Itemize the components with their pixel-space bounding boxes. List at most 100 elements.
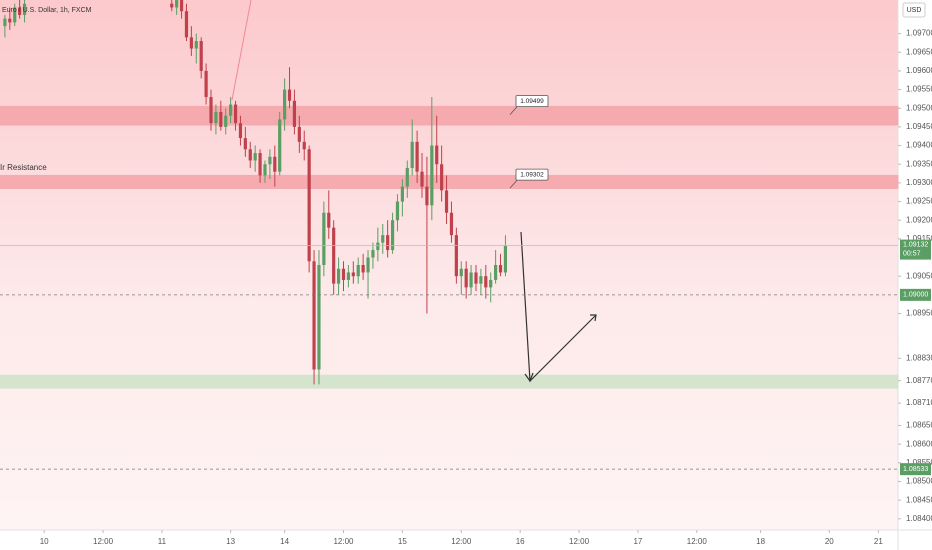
candle-body [194,41,198,49]
candle-body [8,18,12,23]
price-line-label: 1.09000 [903,292,928,299]
candle-body [287,89,292,101]
x-tick-label: 10 [40,537,49,546]
candle-body [258,153,262,176]
candle-body [371,250,375,258]
candle-body [356,265,360,277]
x-tick-label: 20 [825,537,834,546]
candle-body [459,268,463,277]
x-tick-label: 12:00 [451,537,472,546]
candle-body [390,220,395,251]
candle-body [238,123,243,139]
plot [0,0,899,389]
candle-body [444,190,449,213]
candle-body [474,272,478,284]
arrow-heads [524,314,597,383]
candle-body [336,268,341,284]
candle-body [233,104,238,124]
candle-body [219,111,223,127]
candle-body [464,268,468,288]
callout-box [515,168,549,181]
candle-body [175,0,179,8]
callout-box [515,95,549,108]
candle-body [209,97,213,124]
y-tick-label: 1.09350 [906,159,932,168]
x-tick-label: 14 [280,537,289,546]
candle-body [435,145,439,165]
candle-body [268,156,272,165]
candle-body [346,272,351,280]
candle-body [3,18,7,27]
candle-body [381,235,385,243]
candle-body [22,3,27,15]
candle-body [292,100,297,127]
candle-body [341,268,346,280]
y-tick-label: 1.09700 [906,29,932,38]
candle-body [199,41,203,71]
candle-body [317,265,321,370]
candle-body [351,272,355,277]
candle-body [410,141,414,168]
y-tick-label: 1.08500 [906,477,932,486]
candle-body [307,149,311,262]
candle-body [405,167,409,187]
time-axis [0,530,898,550]
candle-body [224,115,228,127]
candle-body [283,89,287,120]
y-tick-label: 1.09150 [906,234,932,243]
x-tick-label: 12:00 [569,537,590,546]
price-axis [898,0,932,550]
candle-body [263,164,267,176]
y-tick-label: 1.08550 [906,458,932,467]
candle-body [440,164,444,191]
candle-body [189,37,193,49]
candle-body [361,265,365,273]
y-tick-label: 1.08830 [906,353,932,362]
plot-background [0,0,898,530]
trend-line [231,0,252,101]
candle-body [297,126,301,142]
y-tick-label: 1.09400 [906,141,932,150]
callout-label: 1.09499 [520,98,544,105]
candle-body [395,201,400,221]
x-tick-label: 16 [516,537,525,546]
candle-body [229,104,233,116]
candle-body [302,141,306,150]
price-line-label: 1.08533 [903,466,928,473]
candle-body [18,7,22,15]
annotation: Ir Resistance [0,163,47,172]
candle-body [273,156,277,172]
y-tick-label: 1.09250 [906,197,932,206]
x-tick-label: 15 [398,537,407,546]
y-tick-label: 1.08770 [906,376,932,385]
candle-body [322,212,326,265]
x-tick-label: 13 [226,537,235,546]
y-tick-label: 1.08950 [906,309,932,318]
candle-body [494,265,498,280]
y-tick-label: 1.09550 [906,85,932,94]
x-tick-label: 12:00 [333,537,354,546]
candle-body [454,235,458,277]
candle-body [420,171,424,187]
y-tick-label: 1.09300 [906,178,932,187]
candle-body [179,0,184,12]
candle-body [498,265,503,273]
candle-body [248,149,252,161]
candle-body [489,279,493,288]
x-tick-label: 11 [158,537,167,546]
candle-body [278,119,282,172]
candle-body [366,257,370,273]
candle-body [430,145,434,206]
zone [0,105,899,126]
y-tick-label: 1.09500 [906,103,932,112]
candle-body [400,186,404,202]
price-line-tag [900,288,931,301]
y-tick-label: 1.09200 [906,215,932,224]
x-tick-label: 17 [633,537,642,546]
candle-body [13,7,17,23]
currency-box[interactable] [902,2,926,18]
candle-body [386,235,390,251]
y-tick-label: 1.08450 [906,495,932,504]
y-tick-label: 1.08710 [906,398,932,407]
